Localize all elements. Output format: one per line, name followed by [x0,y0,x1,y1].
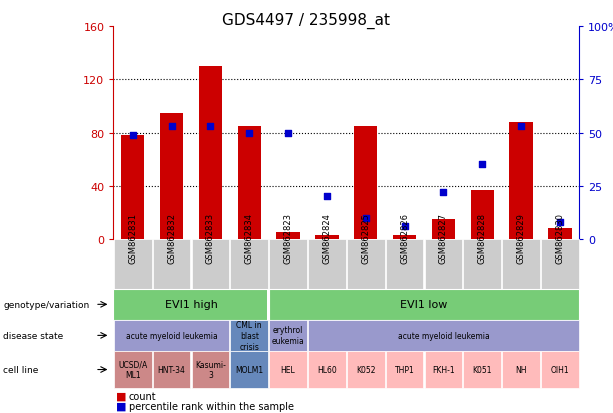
Text: disease state: disease state [3,331,63,340]
Text: K051: K051 [473,365,492,374]
Point [438,190,448,196]
Text: UCSD/A
ML1: UCSD/A ML1 [118,360,148,379]
Text: GSM862829: GSM862829 [517,213,525,263]
Bar [354,126,378,240]
Bar [199,67,222,240]
Bar [160,113,183,240]
Text: acute myeloid leukemia: acute myeloid leukemia [397,331,489,340]
Text: NH: NH [516,365,527,374]
Bar [548,229,571,240]
Text: erythrol
eukemia: erythrol eukemia [272,325,305,346]
Text: GSM862834: GSM862834 [245,212,254,263]
Point [555,219,565,226]
Text: ■: ■ [116,391,127,401]
Point [245,130,254,136]
Text: GSM862830: GSM862830 [555,212,565,263]
Point [361,215,371,221]
Text: EVI1 high: EVI1 high [165,299,218,310]
Text: GSM862832: GSM862832 [167,212,176,263]
Text: GSM862827: GSM862827 [439,212,448,263]
Point [128,132,138,139]
Text: acute myeloid leukemia: acute myeloid leukemia [126,331,218,340]
Text: ■: ■ [116,401,127,411]
Text: GSM862824: GSM862824 [322,213,332,263]
Text: cell line: cell line [3,365,39,374]
Bar [471,190,494,240]
Point [516,123,526,130]
Point [167,123,177,130]
Text: HNT-34: HNT-34 [158,365,186,374]
Text: CML in
blast
crisis: CML in blast crisis [237,320,262,351]
Point [283,130,293,136]
Point [478,162,487,169]
Text: FKH-1: FKH-1 [432,365,455,374]
Text: GDS4497 / 235998_at: GDS4497 / 235998_at [223,12,390,28]
Bar [238,126,261,240]
Text: GSM862833: GSM862833 [206,212,215,263]
Text: percentile rank within the sample: percentile rank within the sample [129,401,294,411]
Bar [393,235,416,240]
Text: genotype/variation: genotype/variation [3,300,89,309]
Text: Kasumi-
3: Kasumi- 3 [195,360,226,379]
Text: HEL: HEL [281,365,295,374]
Text: GSM862825: GSM862825 [361,213,370,263]
Bar [315,235,338,240]
Text: THP1: THP1 [395,365,414,374]
Text: count: count [129,391,156,401]
Text: GSM862831: GSM862831 [128,212,137,263]
Text: GSM862823: GSM862823 [284,212,292,263]
Point [322,194,332,200]
Text: K052: K052 [356,365,376,374]
Point [400,223,409,230]
Bar [509,123,533,240]
Text: HL60: HL60 [317,365,337,374]
Bar [432,220,455,240]
Bar [276,233,300,240]
Text: GSM862828: GSM862828 [478,212,487,263]
Text: OIH1: OIH1 [550,365,569,374]
Point [205,123,215,130]
Text: EVI1 low: EVI1 low [400,299,447,310]
Text: GSM862826: GSM862826 [400,212,409,263]
Text: MOLM1: MOLM1 [235,365,264,374]
Bar [121,136,145,240]
